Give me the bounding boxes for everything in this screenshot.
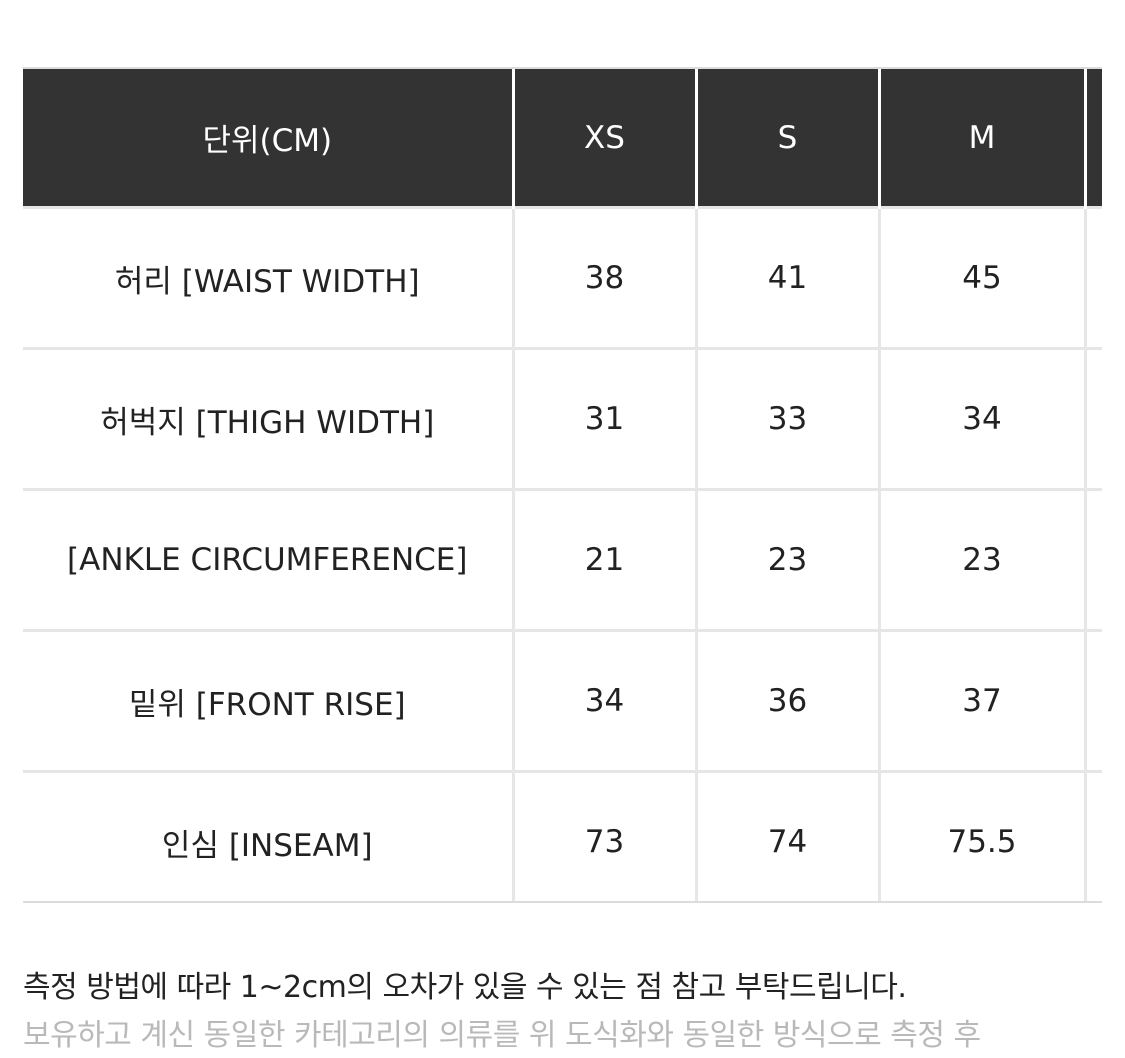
- table-row: [ANKLE CIRCUMFERENCE] 21 23 23: [23, 488, 1102, 631]
- column-header-xs: XS: [511, 69, 696, 208]
- cell-value: 34: [511, 629, 696, 772]
- row-label: 인심 [INSEAM]: [23, 770, 513, 901]
- table-row: 허리 [WAIST WIDTH] 38 41 45: [23, 206, 1102, 349]
- cell-value: [1083, 770, 1102, 901]
- cell-value: 23: [877, 488, 1085, 631]
- row-label: [ANKLE CIRCUMFERENCE]: [23, 488, 513, 631]
- table-row: 밑위 [FRONT RISE] 34 36 37: [23, 629, 1102, 772]
- cell-value: 74: [694, 770, 879, 901]
- cell-value: [1083, 206, 1102, 349]
- measurement-note: 측정 방법에 따라 1~2cm의 오차가 있을 수 있는 점 참고 부탁드립니다…: [23, 970, 907, 1005]
- measurement-guide-note: 보유하고 계신 동일한 카테고리의 의류를 위 도식화와 동일한 방식으로 측정…: [23, 1018, 981, 1053]
- header-row: 단위(CM) XS S M: [23, 69, 1102, 208]
- cell-value: 37: [877, 629, 1085, 772]
- column-header-unit: 단위(CM): [23, 69, 513, 208]
- row-label: 허벅지 [THIGH WIDTH]: [23, 347, 513, 490]
- row-label: 밑위 [FRONT RISE]: [23, 629, 513, 772]
- cell-value: 73: [511, 770, 696, 901]
- cell-value: 23: [694, 488, 879, 631]
- cell-value: [1083, 488, 1102, 631]
- cell-value: 45: [877, 206, 1085, 349]
- table-row: 허벅지 [THIGH WIDTH] 31 33 34: [23, 347, 1102, 490]
- cell-value: 75.5: [877, 770, 1085, 901]
- cell-value: [1083, 347, 1102, 490]
- table-row: 인심 [INSEAM] 73 74 75.5: [23, 770, 1102, 901]
- size-table: 단위(CM) XS S M 허리 [WAIST WIDTH] 38 41 45 …: [23, 69, 1102, 901]
- cell-value: 31: [511, 347, 696, 490]
- cell-value: 36: [694, 629, 879, 772]
- cell-value: 33: [694, 347, 879, 490]
- cell-value: 34: [877, 347, 1085, 490]
- cell-value: 38: [511, 206, 696, 349]
- row-label: 허리 [WAIST WIDTH]: [23, 206, 513, 349]
- column-header-next: [1083, 69, 1102, 208]
- cell-value: 21: [511, 488, 696, 631]
- cell-value: [1083, 629, 1102, 772]
- column-header-s: S: [694, 69, 879, 208]
- column-header-m: M: [877, 69, 1085, 208]
- size-table-container: 단위(CM) XS S M 허리 [WAIST WIDTH] 38 41 45 …: [23, 67, 1102, 903]
- cell-value: 41: [694, 206, 879, 349]
